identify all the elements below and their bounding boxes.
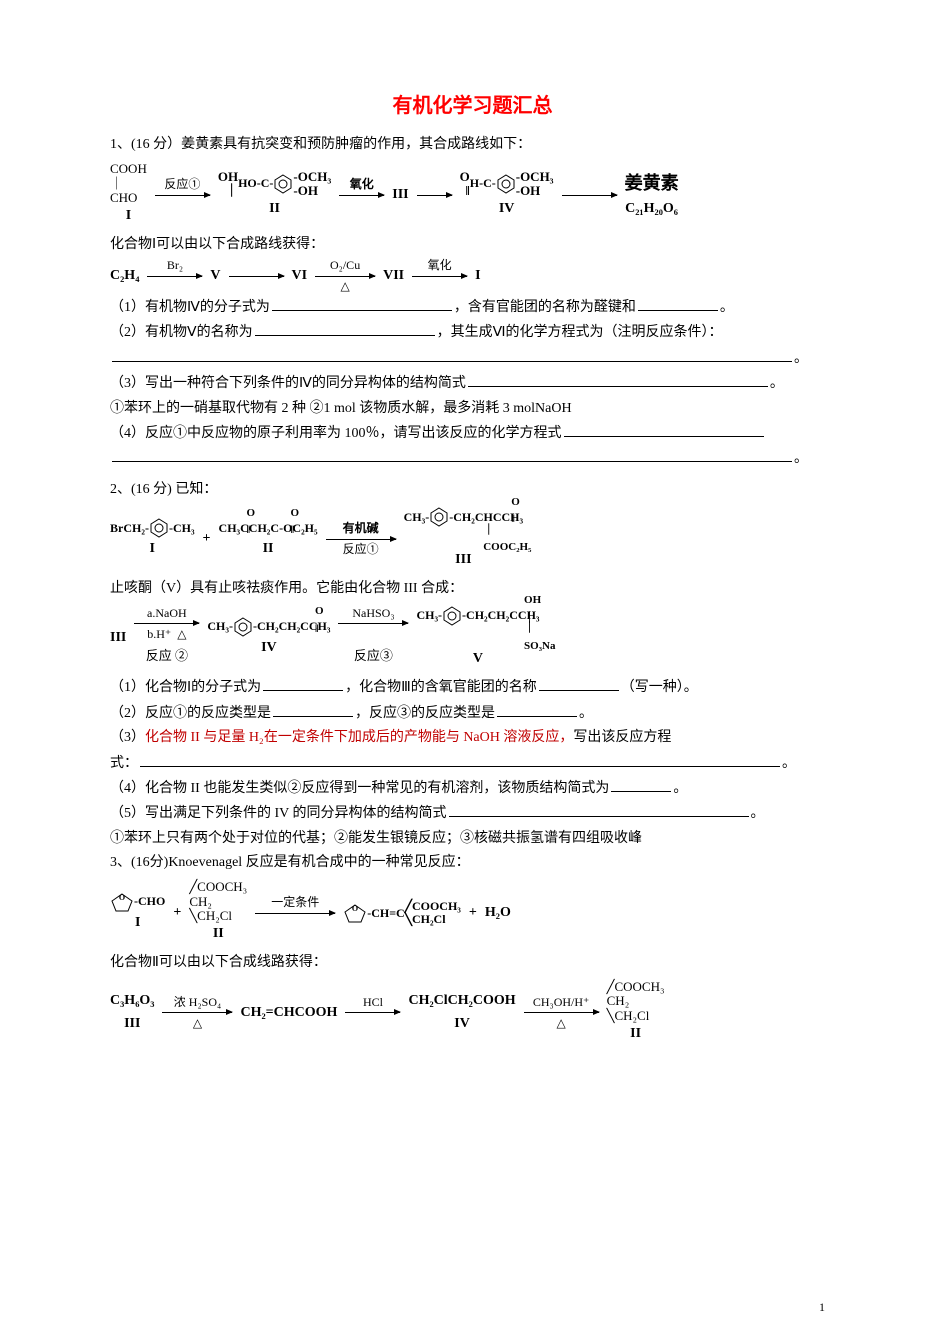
s2-VII: VII bbox=[383, 265, 404, 287]
q1-p3-cond: ①苯环上的一硝基取代物有 2 种 ②1 mol 该物质水解，最多消耗 3 mol… bbox=[110, 398, 835, 420]
q1-line2: 化合物Ⅰ可以由以下合成路线获得： bbox=[110, 234, 835, 256]
q1-scheme1: COOH ｜ CHO I 反应① OH｜ HO-C- -OCH₃-OH II 氧… bbox=[110, 162, 835, 227]
mol-II-label: II bbox=[269, 198, 280, 220]
s2-start: C₂H₄ bbox=[110, 265, 139, 287]
q3-scheme2: C₃H₆O₃ III 浓 H₂SO₄ △ CH₂=CHCOOH HCl CH₂C… bbox=[110, 980, 835, 1045]
product-name: 姜黄素 bbox=[625, 169, 679, 198]
s2-VI: VI bbox=[292, 265, 308, 287]
s2-a4: 氧化 bbox=[428, 256, 452, 275]
page-title: 有机化学习题汇总 bbox=[110, 90, 835, 122]
arr2-top: 氧化 bbox=[350, 175, 374, 194]
q2-p1: （1）化合物Ⅰ的分子式为，化合物Ⅲ的含氧官能团的名称（写一种）。 bbox=[110, 676, 835, 699]
svg-text:O: O bbox=[352, 904, 358, 913]
q1-header: 1、(16 分）姜黄素具有抗突变和预防肿瘤的作用，其合成路线如下： bbox=[110, 134, 835, 156]
q3-header: 3、(16分)Knoevenagel 反应是有机合成中的一种常见反应： bbox=[110, 852, 835, 874]
mol-III: III bbox=[392, 184, 408, 206]
q2-p3: （3）化合物 II 与足量 H₂在一定条件下加成后的产物能与 NaOH 溶液反应… bbox=[110, 727, 835, 749]
mol-I-bot: CHO bbox=[110, 191, 137, 205]
q1-p2b: 。 bbox=[110, 347, 835, 370]
q1-p4: （4）反应①中反应物的原子利用率为 100％，请写出该反应的化学方程式 bbox=[110, 422, 835, 445]
q1-p4b: 。 bbox=[110, 447, 835, 470]
mol-I-label: I bbox=[126, 205, 131, 227]
svg-text:O: O bbox=[119, 893, 125, 902]
q2-p5: （5）写出满足下列条件的 IV 的同分异构体的结构简式。 bbox=[110, 802, 835, 825]
q2-p3b: 式：。 bbox=[110, 752, 835, 775]
q2-scheme1: BrCH₂--CH₃ I + CH₃O‖CCH₂O‖C-OC₂H₅ II 有机碱… bbox=[110, 507, 835, 571]
q1-p1: （1）有机物Ⅳ的分子式为，含有官能团的名称为醛键和。 bbox=[110, 296, 835, 319]
q3-line2: 化合物Ⅱ可以由以下合成线路获得： bbox=[110, 952, 835, 974]
q2-p5-cond: ①苯环上只有两个处于对位的代基；②能发生银镜反应；③核磁共振氢谱有四组吸收峰 bbox=[110, 828, 835, 850]
arr1-top: 反应① bbox=[164, 175, 200, 194]
s2-end: I bbox=[475, 265, 480, 287]
q2-p4: （4）化合物 II 也能发生类似②反应得到一种常见的有机溶剂，该物质结构简式为。 bbox=[110, 777, 835, 800]
q1-p3: （3）写出一种符合下列条件的Ⅳ的同分异构体的结构简式。 bbox=[110, 372, 835, 395]
s2-a3t: O₂/Cu bbox=[330, 256, 360, 275]
q2-p2: （2）反应①的反应类型是，反应③的反应类型是。 bbox=[110, 702, 835, 725]
page-number: 1 bbox=[819, 1298, 825, 1317]
q1-p2: （2）有机物Ⅴ的名称为，其生成Ⅵ的化学方程式为（注明反应条件）： bbox=[110, 321, 835, 344]
q3-scheme1: O-CHO I + ╱COOCH₃ CH₂ ╲CH₂Cl II 一定条件 O-C… bbox=[110, 880, 835, 945]
q2-line2: 止咳酮（V）具有止咳祛痰作用。它能由化合物 III 合成： bbox=[110, 578, 835, 600]
q2-header: 2、(16 分) 已知： bbox=[110, 479, 835, 501]
mol-I-top: COOH bbox=[110, 162, 147, 176]
q1-scheme2: C₂H₄ Br₂ V VI O₂/Cu △ VII 氧化 I bbox=[110, 262, 835, 290]
s2-V: V bbox=[210, 265, 220, 287]
s2-a3b: △ bbox=[340, 277, 349, 296]
product-formula: C₂₁H₂₀O₆ bbox=[625, 198, 678, 220]
q2-scheme2: III a.NaOH b.H⁺ △ 反应 ② CH₃--CH₂CH₂O‖CCH₃… bbox=[110, 606, 835, 670]
mol-IV-label: IV bbox=[499, 198, 515, 220]
s2-a1: Br₂ bbox=[167, 256, 183, 275]
